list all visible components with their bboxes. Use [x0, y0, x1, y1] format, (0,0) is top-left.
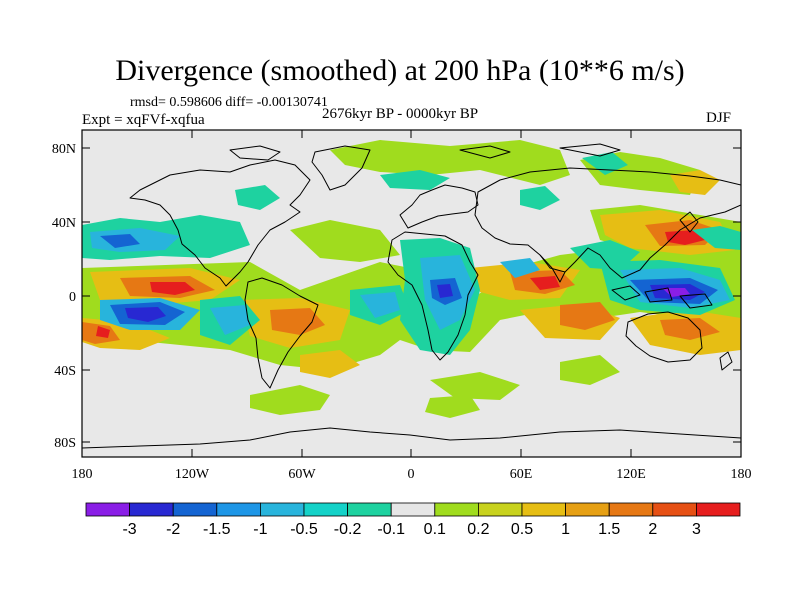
coast-africa	[387, 231, 479, 361]
colorbar-label: 3	[692, 521, 701, 538]
colorbar-swatch	[85, 502, 130, 517]
colorbar-label: 0.1	[424, 521, 446, 538]
experiment-label: Expt = xqFVf-xqfua	[82, 112, 205, 128]
coast-north-america	[129, 159, 311, 287]
colorbar-label: 1.5	[598, 521, 620, 538]
colorbar	[85, 502, 741, 517]
colorbar-label: 0.2	[467, 521, 489, 538]
colorbar-label: -0.2	[334, 521, 362, 538]
colorbar-swatch	[652, 502, 697, 517]
season-label: DJF	[706, 110, 732, 126]
colorbar-swatch	[347, 502, 392, 517]
positive-field-peak	[96, 230, 705, 338]
divergence-field	[82, 140, 741, 418]
coast-antarctica	[82, 427, 741, 449]
colorbar-swatch	[434, 502, 479, 517]
colorbar-label: -0.5	[290, 521, 318, 538]
lat-label: 80N	[52, 142, 76, 157]
coast-europe	[399, 184, 479, 229]
colorbar-swatch	[477, 502, 523, 517]
coast-arctic-islands	[229, 143, 621, 161]
lon-label: 60E	[510, 467, 533, 482]
lat-labels: 80N 40N 0 40S 80S	[52, 142, 76, 451]
lat-label: 40N	[52, 216, 76, 231]
colorbar-swatch	[216, 502, 261, 517]
coast-australia	[625, 311, 703, 363]
colorbar-label: -1	[253, 521, 267, 538]
lon-ticks	[191, 130, 632, 457]
coast-indonesia	[611, 285, 713, 309]
colorbar-swatch	[259, 502, 305, 517]
stats-text: rmsd= 0.598606 diff= -0.00130741	[130, 95, 328, 110]
lon-label: 120E	[616, 467, 646, 482]
lon-label: 180	[731, 467, 752, 482]
coast-new-zealand	[719, 351, 733, 371]
lon-label: 0	[408, 467, 415, 482]
lat-label: 40S	[54, 364, 76, 379]
coast-south-america	[244, 277, 319, 389]
lat-label: 0	[69, 290, 76, 305]
coast-india	[539, 254, 566, 283]
colorbar-label: -3	[122, 521, 136, 538]
coastlines	[82, 143, 741, 449]
colorbar-label: 2	[648, 521, 657, 538]
lon-label: 180	[72, 467, 93, 482]
coast-japan	[679, 211, 699, 233]
plot-title: Divergence (smoothed) at 200 hPa (10**6 …	[115, 54, 685, 87]
period-label: 2676kyr BP - 0000kyr BP	[322, 106, 479, 122]
colorbar-swatch	[303, 502, 348, 517]
colorbar-swatch	[521, 502, 566, 517]
colorbar-label: 0.5	[511, 521, 533, 538]
lat-label: 80S	[54, 436, 76, 451]
colorbar-label: -1.5	[203, 521, 231, 538]
colorbar-swatch	[565, 502, 610, 517]
coast-asia	[474, 167, 741, 279]
colorbar-swatch	[129, 502, 174, 517]
colorbar-label: -2	[166, 521, 180, 538]
lon-label: 120W	[175, 467, 210, 482]
colorbar-swatch	[390, 502, 436, 517]
colorbar-label: -0.1	[377, 521, 405, 538]
colorbar-label: 1	[561, 521, 570, 538]
colorbar-labels: -3 -2 -1.5 -1 -0.5 -0.2 -0.1 0.1 0.2 0.5 1 1.5 2 3	[122, 521, 700, 538]
colorbar-swatch	[172, 502, 218, 517]
colorbar-swatch	[696, 502, 741, 517]
coast-greenland	[311, 145, 371, 191]
lat-ticks	[82, 147, 741, 443]
colorbar-swatch	[608, 502, 654, 517]
lon-labels: 180 120W 60W 0 60E 120E 180	[72, 467, 752, 482]
lon-label: 60W	[288, 467, 316, 482]
